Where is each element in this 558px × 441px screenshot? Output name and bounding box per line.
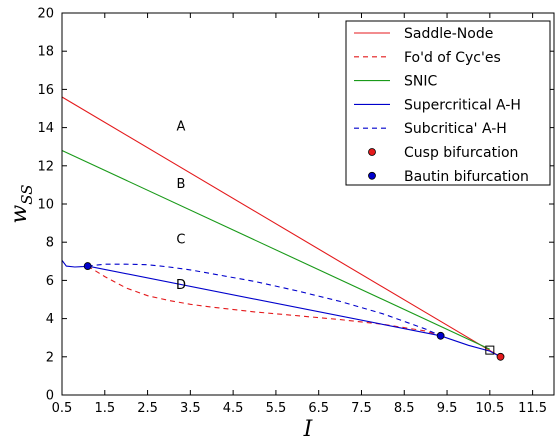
region-label-D: D (176, 278, 186, 293)
legend-label-4: Subcritica' A-H (404, 121, 507, 137)
point-1-0 (83, 262, 92, 270)
x-tick-label: 2.5 (137, 401, 158, 416)
legend-label-0: Saddle-Node (404, 26, 493, 42)
legend: Saddle-Node Fo'd of Cyc'es SNIC Supercritic… (345, 20, 551, 186)
y-tick-label: 14 (37, 121, 54, 136)
y-axis-label-main: w (7, 205, 32, 224)
axis-ticks: 0.5 1.5 2.5 3.5 4.5 5.5 6.5 7.5 8.5 9.5 10.5 11.5 0 2… (37, 7, 554, 416)
legend-box (345, 20, 551, 186)
legend-label-2: SNIC (404, 74, 437, 90)
y-axis-label: wSS (7, 184, 36, 223)
x-tick-label: 5.5 (266, 401, 287, 416)
series-line-3 (61, 259, 501, 358)
x-tick-label: 10.5 (475, 401, 504, 416)
y-tick-label: 8 (46, 236, 54, 251)
legend-label-3: Supercritical A-H (404, 97, 521, 113)
series-line-2 (61, 150, 491, 350)
x-tick-label: 6.5 (308, 401, 329, 416)
square-marker (485, 345, 495, 355)
series-line-4 (87, 263, 441, 337)
x-tick-label: 1.5 (94, 401, 115, 416)
point-0-0 (496, 352, 505, 361)
y-tick-label: 4 (46, 312, 54, 327)
y-tick-label: 16 (37, 83, 54, 98)
x-tick-label: 9.5 (437, 401, 458, 416)
x-tick-label: 4.5 (223, 401, 244, 416)
y-tick-label: 6 (46, 274, 54, 289)
x-axis-label: I (303, 417, 314, 441)
y-axis-label-subscript: SS (18, 184, 36, 204)
x-tick-label: 7.5 (351, 401, 372, 416)
region-label-A: A (177, 120, 186, 135)
y-tick-label: 0 (46, 389, 54, 404)
x-tick-label: 11.5 (518, 401, 547, 416)
chart-marks: A B C D (61, 96, 505, 361)
legend-swatch-5 (368, 148, 376, 156)
y-tick-label: 18 (37, 45, 54, 60)
point-1-1 (436, 331, 445, 340)
x-tick-label: 8.5 (394, 401, 415, 416)
legend-label-6: Bautin bifurcation (404, 169, 529, 185)
region-label-C: C (176, 232, 185, 247)
y-tick-label: 12 (37, 159, 54, 174)
y-tick-label: 20 (37, 7, 54, 22)
y-tick-label: 10 (37, 198, 54, 213)
legend-label-5: Cusp bifurcation (404, 145, 518, 161)
series-line-0 (61, 96, 501, 358)
legend-swatch-6 (368, 171, 376, 180)
y-tick-label: 2 (46, 350, 54, 365)
x-tick-label: 3.5 (180, 401, 201, 416)
x-tick-label: 0.5 (52, 401, 73, 416)
region-label-B: B (176, 177, 185, 192)
legend-label-1: Fo'd of Cyc'es (404, 50, 501, 66)
